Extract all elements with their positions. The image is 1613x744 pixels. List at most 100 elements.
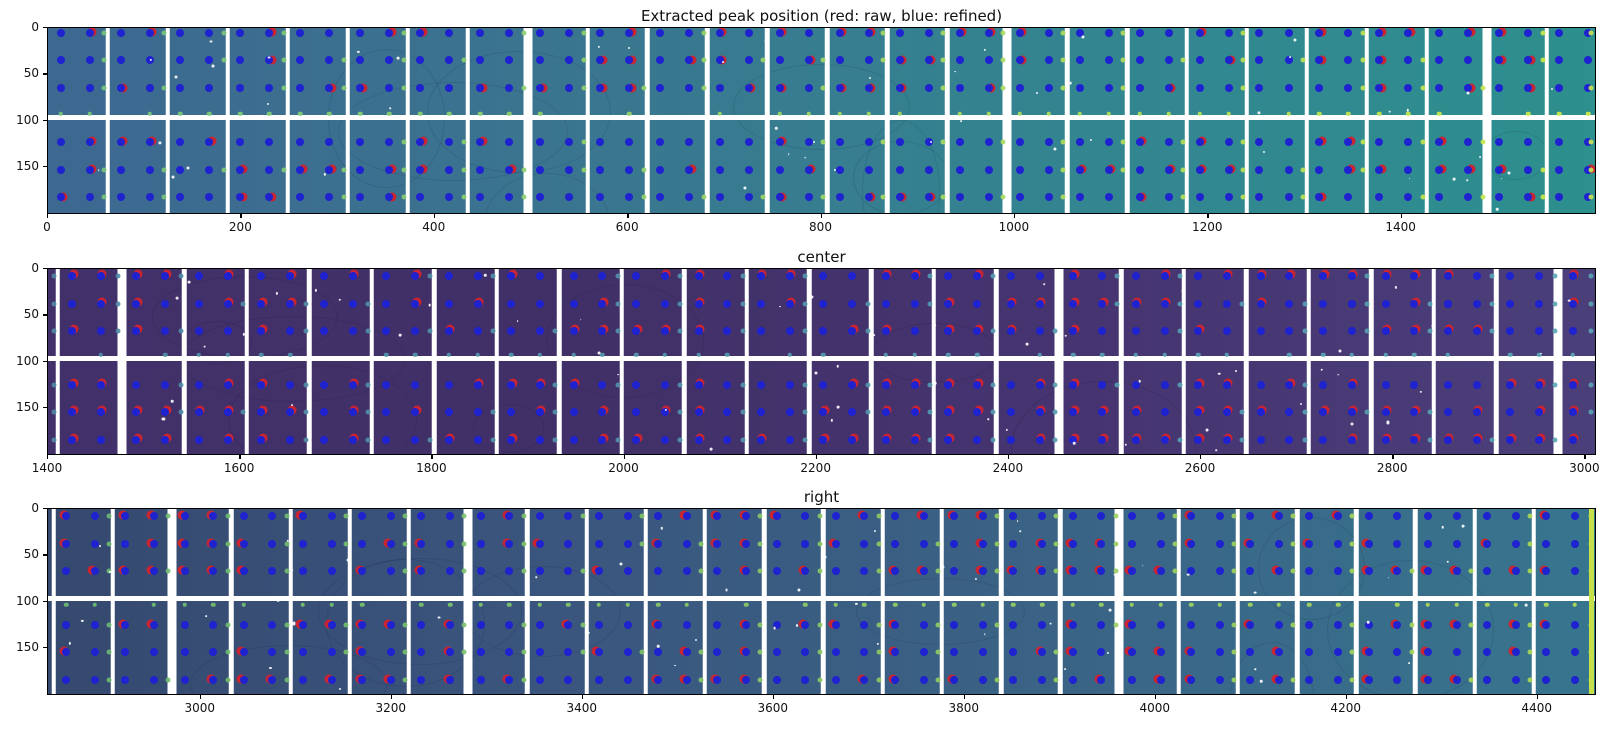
intensity-dot (1039, 602, 1045, 607)
refined-peak-dot (536, 165, 545, 174)
intensity-dot (994, 622, 1000, 628)
refined-peak-dot (804, 193, 813, 202)
intensity-dot (1420, 57, 1426, 63)
intensity-dot (876, 568, 882, 574)
hot-pixel-speckle (1072, 441, 1076, 445)
module-gap (1472, 509, 1477, 694)
refined-peak-dot (257, 272, 266, 281)
refined-peak-dot (417, 540, 426, 549)
hot-pixel-speckle (286, 539, 290, 543)
y-tick-label: 100 (16, 353, 39, 368)
hot-pixel-speckle (673, 664, 676, 667)
refined-peak-dot (194, 272, 203, 281)
hot-pixel-speckle (1431, 324, 1435, 328)
intensity-dot (284, 649, 290, 655)
refined-peak-dot (476, 540, 485, 549)
intensity-dot (757, 541, 763, 547)
refined-peak-dot (176, 137, 185, 146)
refined-peak-dot (819, 436, 828, 445)
intensity-dot (359, 602, 365, 607)
refined-peak-dot (385, 165, 394, 174)
intensity-dot (490, 409, 496, 415)
refined-peak-dot (1570, 540, 1579, 549)
intensity-dot (1484, 602, 1490, 607)
hot-pixel-speckle (1550, 87, 1553, 90)
refined-peak-dot (596, 28, 605, 37)
refined-peak-dot (924, 84, 933, 93)
refined-peak-dot (772, 620, 781, 629)
intensity-dot (259, 352, 264, 357)
x-tick-mark (240, 214, 242, 218)
module-gap (1354, 509, 1359, 694)
hot-pixel-speckle (174, 75, 178, 79)
intensity-dot (165, 568, 171, 574)
intensity-dot (1172, 513, 1178, 519)
refined-peak-dot (772, 566, 781, 575)
intensity-dot (284, 513, 290, 519)
hot-pixel-speckle (1367, 621, 1370, 624)
refined-peak-dot (1555, 84, 1564, 93)
refined-peak-dot (1375, 165, 1384, 174)
intensity-dot (1290, 677, 1296, 683)
module-gap (105, 28, 111, 213)
refined-peak-dot (1344, 56, 1353, 65)
refined-peak-dot (535, 540, 544, 549)
refined-peak-dot (1246, 648, 1255, 657)
refined-peak-dot (950, 620, 959, 629)
intensity-dot (1158, 602, 1163, 607)
refined-peak-dot (1381, 300, 1390, 309)
refined-peak-dot (386, 676, 395, 685)
refined-peak-dot (785, 326, 794, 335)
refined-peak-dot (1542, 540, 1551, 549)
intensity-dot (1585, 111, 1591, 116)
refined-peak-dot (176, 56, 185, 65)
intensity-dot (101, 167, 107, 173)
intensity-dot (1113, 513, 1119, 519)
x-tick-label: 4400 (1521, 701, 1552, 715)
refined-peak-dot (161, 408, 170, 417)
refined-peak-dot (775, 84, 784, 93)
refined-peak-dot (1038, 620, 1047, 629)
refined-peak-dot (1131, 436, 1140, 445)
refined-peak-dot (1284, 193, 1293, 202)
refined-peak-dot (1015, 165, 1024, 174)
refined-peak-dot (96, 326, 105, 335)
refined-peak-dot (1187, 540, 1196, 549)
hot-pixel-speckle (211, 64, 215, 68)
intensity-dot (341, 57, 347, 63)
module-gap (285, 28, 291, 213)
refined-peak-dot (1035, 436, 1044, 445)
intensity-dot (1053, 649, 1059, 655)
refined-peak-dot (881, 408, 890, 417)
intensity-dot (1335, 602, 1341, 607)
x-tick-label: 2800 (1376, 461, 1408, 475)
intensity-dot (401, 57, 407, 63)
refined-peak-dot (801, 512, 810, 521)
intensity-dot (866, 111, 872, 116)
refined-peak-dot (385, 84, 394, 93)
refined-peak-dot (632, 300, 641, 309)
refined-peak-dot (1098, 300, 1107, 309)
hot-pixel-speckle (396, 56, 400, 60)
refined-peak-dot (121, 620, 130, 629)
refined-peak-dot (536, 28, 545, 37)
x-tick-label: 4000 (1139, 701, 1170, 715)
hot-pixel-speckle (1408, 177, 1411, 180)
refined-peak-dot (194, 436, 203, 445)
refined-peak-dot (356, 28, 365, 37)
intensity-dot (51, 382, 57, 388)
refined-peak-dot (236, 56, 245, 65)
intensity-dot (1000, 57, 1006, 63)
intensity-dot (990, 409, 996, 415)
refined-peak-dot (860, 566, 869, 575)
refined-peak-dot (257, 326, 266, 335)
refined-peak-dot (594, 676, 603, 685)
intensity-dot (552, 437, 558, 443)
refined-peak-dot (785, 436, 794, 445)
intensity-dot (990, 328, 996, 334)
intensity-dot (1077, 111, 1082, 116)
intensity-dot (927, 301, 933, 307)
x-tick-label: 4200 (1330, 701, 1361, 715)
intensity-dot (1588, 328, 1594, 334)
intensity-dot (701, 57, 707, 63)
